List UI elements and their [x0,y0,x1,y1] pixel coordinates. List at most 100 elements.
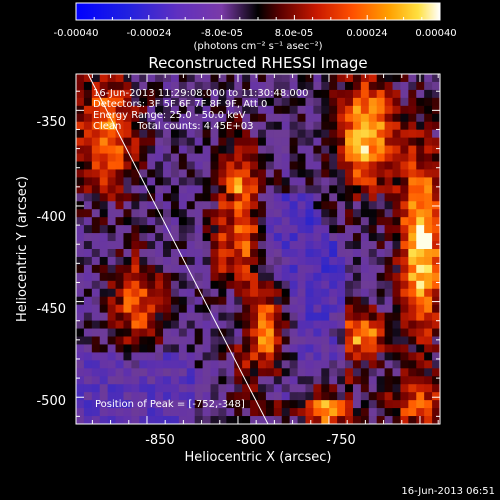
image-pixel [202,328,212,338]
image-pixel [107,161,117,171]
image-pixel [258,225,267,234]
image-pixel [384,225,394,234]
image-pixel [416,320,425,330]
image-pixel [265,416,275,424]
image-pixel [273,185,283,194]
image-pixel [139,241,148,250]
image-pixel [281,105,291,115]
image-pixel [83,272,93,282]
image-pixel [178,368,188,377]
image-pixel [147,161,156,171]
image-pixel [218,408,227,417]
image-pixel [392,74,402,83]
image-pixel [139,336,148,346]
image-pixel [424,400,433,409]
image-pixel [178,201,188,210]
image-pixel [258,368,267,377]
image-pixel [170,74,180,83]
image-pixel [155,392,164,401]
image-pixel [345,352,354,361]
image-pixel [123,360,132,369]
image-pixel [163,352,172,361]
image-pixel [226,113,235,123]
image-pixel [408,161,417,171]
image-pixel [202,169,212,178]
image-pixel [202,217,212,226]
image-pixel [242,241,251,250]
image-pixel [107,400,117,409]
image-pixel [376,113,386,123]
image-pixel [139,209,148,218]
image-pixel [107,376,117,385]
image-pixel [360,201,370,210]
image-pixel [147,352,156,361]
image-pixel [258,121,267,131]
image-pixel [281,400,291,409]
image-pixel [76,408,85,417]
image-pixel [360,121,370,131]
image-pixel [432,121,440,131]
image-pixel [115,352,125,361]
image-pixel [250,376,259,385]
image-pixel [313,233,322,242]
image-pixel [163,360,172,369]
image-pixel [424,360,433,369]
image-pixel [258,304,267,314]
image-pixel [83,304,93,314]
image-pixel [115,416,125,424]
x-tick-label: -850 [145,433,175,448]
image-pixel [218,416,227,424]
image-pixel [186,304,196,314]
image-pixel [329,328,338,338]
image-pixel [392,360,402,369]
image-pixel [305,296,314,306]
image-pixel [345,272,354,282]
image-pixel [210,400,220,409]
image-pixel [218,368,227,377]
image-pixel [384,360,394,369]
image-pixel [408,344,417,353]
image-pixel [163,241,172,250]
image-pixel [384,121,394,131]
image-pixel [226,392,235,401]
image-pixel [91,296,101,306]
image-pixel [163,105,172,115]
image-pixel [139,320,148,330]
image-pixel [91,384,101,393]
image-pixel [250,161,259,171]
image-pixel [99,81,109,91]
image-pixel [352,97,362,107]
image-pixel [250,328,259,338]
image-pixel [218,296,227,306]
image-pixel [91,256,101,266]
image-pixel [305,352,314,361]
image-pixel [305,137,314,147]
image-pixel [210,320,220,330]
image-pixel [155,264,164,274]
image-pixel [297,233,307,242]
image-pixel [178,256,188,266]
image-pixel [321,161,330,171]
image-pixel [352,153,362,163]
image-pixel [384,320,394,330]
image-pixel [147,113,156,123]
image-pixel [99,336,109,346]
image-pixel [91,233,101,242]
image-pixel [408,336,417,346]
image-pixel [186,145,196,155]
image-pixel [289,113,299,123]
image-pixel [234,360,243,369]
image-pixel [242,81,251,91]
image-pixel [392,105,402,115]
image-pixel [218,137,227,147]
image-pixel [392,233,402,242]
image-pixel [218,74,227,83]
image-pixel [234,392,243,401]
image-pixel [226,272,235,282]
image-pixel [376,185,386,194]
image-pixel [226,408,235,417]
image-pixel [194,400,204,409]
image-pixel [416,121,425,131]
image-pixel [384,89,394,99]
image-pixel [170,209,180,218]
